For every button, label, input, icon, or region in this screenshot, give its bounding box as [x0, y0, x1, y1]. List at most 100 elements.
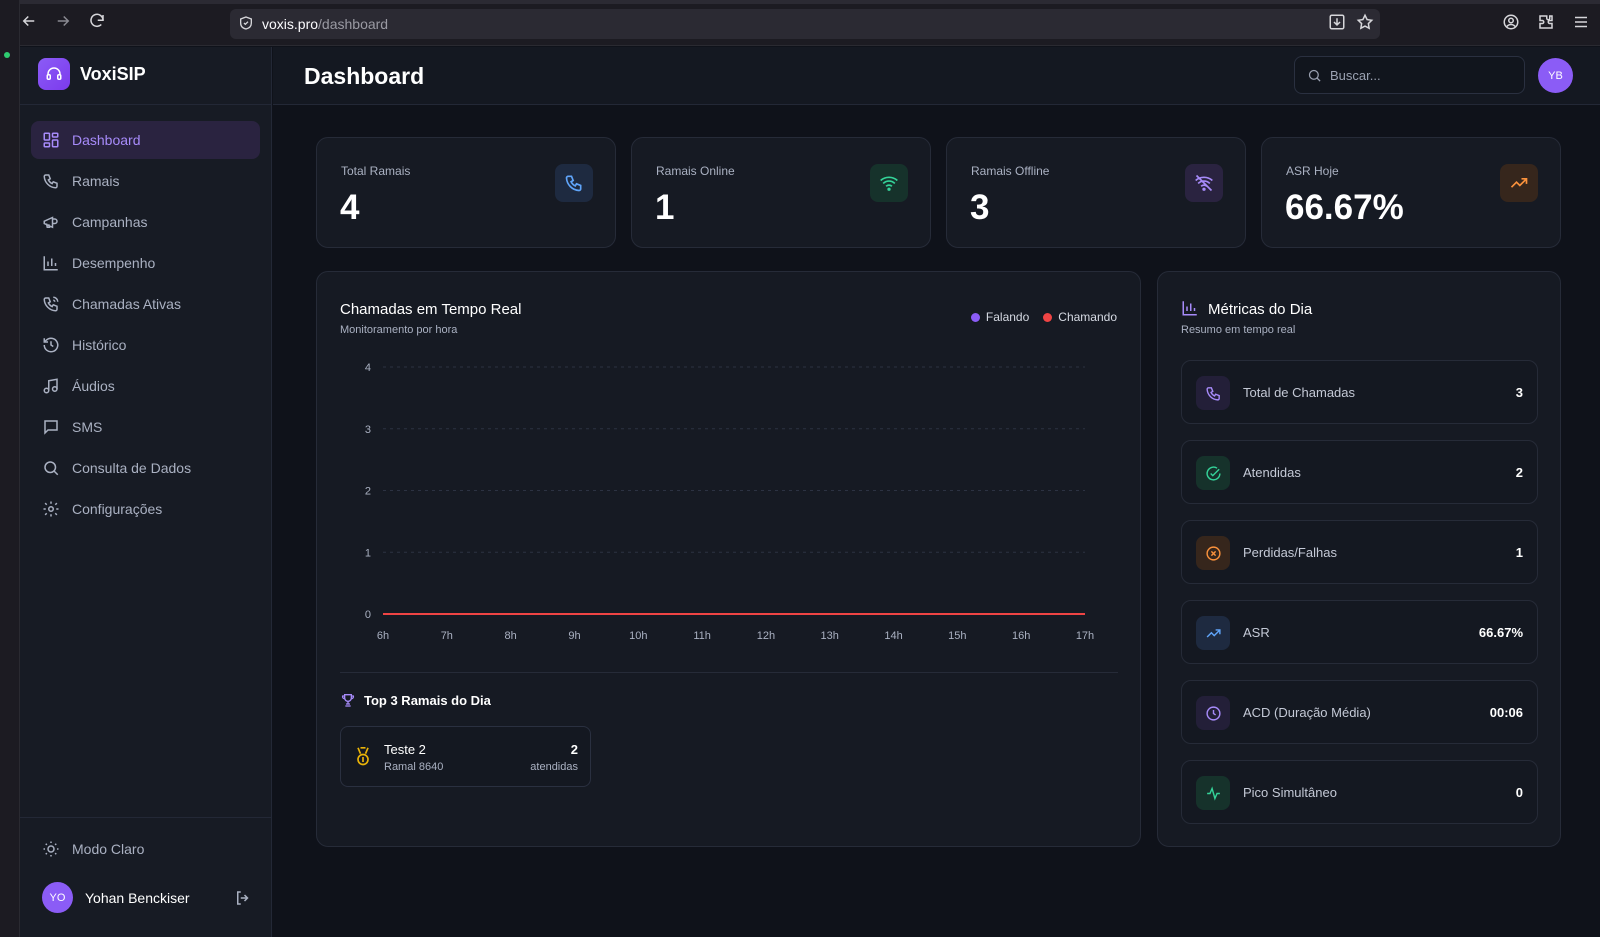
megaphone-icon	[43, 216, 58, 229]
sun-icon	[43, 841, 59, 857]
user-profile: YO Yohan Benckiser	[42, 882, 252, 913]
trophy-icon	[341, 694, 355, 707]
url-path: /dashboard	[318, 16, 389, 32]
search-input[interactable]	[1330, 67, 1510, 83]
sidebar-item-ramais[interactable]: Ramais	[31, 162, 260, 200]
sidebar-item-consulta-de-dados[interactable]: Consulta de Dados	[31, 449, 260, 487]
metric-label: ACD (Duração Média)	[1243, 705, 1371, 720]
stat-card-total-ramais: Total Ramais 4	[316, 137, 616, 248]
phone-call-icon	[43, 296, 59, 312]
legend-dot	[970, 312, 980, 322]
y-tick-label: 0	[365, 609, 371, 621]
sidebar-item-configuracoes[interactable]: Configurações	[31, 490, 260, 528]
browser-side-strip	[0, 0, 20, 937]
stat-card-ramais-offline: Ramais Offline 3	[946, 137, 1246, 248]
sidebar-item-historico[interactable]: Histórico	[31, 326, 260, 364]
y-tick-label: 2	[365, 486, 371, 498]
avatar[interactable]: YB	[1538, 58, 1573, 93]
avatar[interactable]: YO	[42, 882, 73, 913]
theme-toggle[interactable]: Modo Claro	[42, 840, 144, 858]
phone-icon	[43, 174, 58, 189]
metric-value: 2	[1515, 465, 1523, 480]
sidebar-item-dashboard[interactable]: Dashboard	[31, 121, 260, 159]
stat-label: Total Ramais	[341, 164, 411, 178]
brand[interactable]: VoxiSIP	[38, 58, 146, 90]
download-icon[interactable]	[1328, 13, 1348, 33]
forward-arrow-icon[interactable]	[52, 12, 74, 34]
message-icon	[44, 420, 58, 435]
x-tick-label: 11h	[693, 630, 711, 642]
metric-label: Atendidas	[1243, 465, 1301, 480]
sidebar-item-chamadas-ativas[interactable]: Chamadas Ativas	[31, 285, 260, 323]
x-tick-label: 12h	[757, 630, 775, 642]
sidebar-item-campanhas[interactable]: Campanhas	[31, 203, 260, 241]
x-tick-label: 13h	[821, 630, 839, 642]
chart-subtitle: Monitoramento por hora	[340, 324, 458, 336]
x-tick-label: 16h	[1012, 630, 1030, 642]
top3-item[interactable]: Teste 2 Ramal 8640 2 atendidas	[340, 726, 591, 787]
stat-value: 66.67%	[1285, 188, 1404, 227]
search-box[interactable]	[1294, 56, 1525, 94]
extensions-icon[interactable]	[1537, 13, 1557, 33]
medal-icon	[357, 747, 369, 766]
metric-atendidas: Atendidas 2	[1181, 440, 1538, 504]
sidebar-item-sms[interactable]: SMS	[31, 408, 260, 446]
status-dot	[4, 52, 10, 58]
x-circle-icon	[1196, 536, 1230, 570]
stat-label: Ramais Online	[656, 164, 735, 178]
url-host: voxis.pro	[262, 16, 319, 32]
metric-total-de-chamadas: Total de Chamadas 3	[1181, 360, 1538, 424]
divider	[340, 672, 1118, 673]
browser-tab-strip	[0, 0, 1600, 4]
calls-line-chart: 0 1 2 3 4 6h 7h 8h 9h 10h 11h 12h 13h 14h 15h 16h 17h	[365, 362, 1094, 642]
page-title: Dashboard	[304, 63, 425, 89]
sidebar	[20, 47, 272, 937]
x-tick-label: 15h	[948, 630, 966, 642]
metric-value: 0	[1515, 785, 1523, 800]
bar-chart-icon	[43, 256, 58, 271]
sidebar-item-label: Dashboard	[72, 132, 141, 148]
sidebar-item-label: SMS	[72, 419, 103, 435]
stat-label: ASR Hoje	[1286, 164, 1339, 178]
check-circle-icon	[1196, 456, 1230, 490]
top3-ramal: Ramal 8640	[384, 761, 444, 773]
legend-label: Chamando	[1058, 310, 1117, 324]
stat-card-asr-hoje: ASR Hoje 66.67%	[1261, 137, 1561, 248]
chart-title: Chamadas em Tempo Real	[340, 301, 522, 318]
legend-item-chamando[interactable]: Chamando	[1043, 310, 1117, 324]
brand-name: VoxiSIP	[80, 63, 146, 84]
metric-value: 3	[1515, 385, 1523, 400]
sidebar-item-label: Ramais	[72, 173, 120, 189]
sidebar-item-desempenho[interactable]: Desempenho	[31, 244, 260, 282]
y-tick-label: 1	[365, 547, 371, 559]
x-tick-label: 8h	[505, 630, 517, 642]
activity-icon	[1196, 776, 1230, 810]
metric-label: ASR	[1243, 625, 1270, 640]
logout-icon[interactable]	[234, 889, 252, 907]
reload-icon[interactable]	[86, 12, 108, 34]
trending-up-icon	[1196, 616, 1230, 650]
clock-icon	[1196, 696, 1230, 730]
metrics-title: Métricas do Dia	[1208, 301, 1313, 318]
star-icon[interactable]	[1356, 13, 1376, 33]
phone-icon	[1196, 376, 1230, 410]
back-arrow-icon[interactable]	[18, 12, 40, 34]
wifi-off-icon	[1185, 164, 1223, 202]
account-icon[interactable]	[1502, 13, 1522, 33]
phone-icon	[555, 164, 593, 202]
top3-name: Teste 2	[384, 742, 426, 757]
sidebar-item-label: Campanhas	[72, 214, 148, 230]
top3-title: Top 3 Ramais do Dia	[364, 692, 491, 708]
sidebar-item-label: Consulta de Dados	[72, 460, 192, 476]
url-text: voxis.pro/dashboard	[262, 16, 388, 32]
y-tick-label: 3	[365, 424, 371, 436]
url-bar[interactable]	[230, 9, 1380, 39]
stat-value: 4	[340, 188, 360, 227]
metric-label: Perdidas/Falhas	[1243, 545, 1337, 560]
legend-item-falando[interactable]: Falando	[970, 310, 1030, 324]
x-tick-label: 9h	[568, 630, 580, 642]
sidebar-item-audios[interactable]: Áudios	[31, 367, 260, 405]
legend-label: Falando	[985, 310, 1030, 324]
x-tick-label: 7h	[441, 630, 453, 642]
hamburger-menu-icon[interactable]	[1572, 13, 1592, 33]
